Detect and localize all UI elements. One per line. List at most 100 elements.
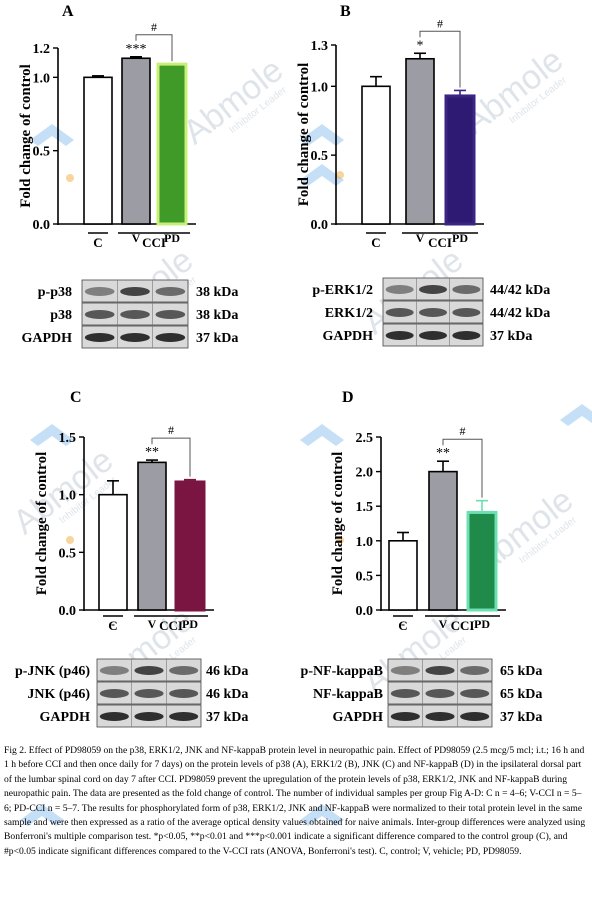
significance-bracket — [419, 30, 461, 88]
bar-V — [121, 57, 151, 225]
y-axis-label: Fold change of control — [330, 452, 346, 595]
significance-stars: ** — [436, 446, 450, 461]
blot-band — [134, 666, 164, 675]
watermark-mark — [20, 804, 64, 826]
blot-label: NF-kappaB — [313, 687, 383, 702]
bar-- — [83, 76, 113, 225]
blot-band — [169, 666, 199, 675]
y-axis-label: Fold change of control — [18, 64, 34, 207]
blot-label: ERK1/2 — [325, 306, 373, 321]
x-tick-label: PD — [164, 231, 180, 245]
bar-PD — [444, 94, 476, 226]
blot-band — [134, 689, 164, 698]
significance-stars: *** — [126, 42, 147, 57]
blot-kda: 46 kDa — [206, 664, 248, 679]
x-tick-label: PD — [182, 617, 198, 631]
x-tick-label: - — [96, 231, 100, 245]
blot-band — [419, 331, 447, 340]
blot-band — [99, 666, 129, 675]
y-tick-label: 2.5 — [356, 431, 374, 446]
bar-V — [137, 461, 167, 611]
x-tick-label: V — [416, 231, 425, 245]
blot-band — [452, 285, 481, 294]
x-tick-label: - — [374, 231, 378, 245]
watermark-mark — [300, 424, 344, 446]
blot-band — [385, 308, 414, 317]
blot-band — [425, 689, 455, 698]
blot-kda: 46 kDa — [206, 687, 248, 702]
y-tick-label: 1.0 — [59, 489, 77, 504]
watermark-mark — [30, 424, 74, 446]
blot-kda: 44/42 kDa — [490, 283, 550, 298]
blot-kda: 37 kDa — [490, 329, 532, 344]
blot-kda: 44/42 kDa — [490, 306, 550, 321]
x-tick-label: PD — [474, 617, 490, 631]
bar-PD — [156, 62, 188, 226]
bar-V — [405, 57, 435, 225]
y-tick-label: 1.3 — [311, 39, 329, 54]
watermark-mark — [30, 124, 74, 146]
y-tick-label: 0.5 — [33, 145, 51, 160]
blot-band — [120, 310, 150, 319]
blot-band — [84, 287, 115, 296]
x-tick-label: V — [439, 617, 448, 631]
significance-bracket — [135, 34, 173, 62]
blot-band — [134, 712, 164, 721]
blot-band — [452, 308, 481, 317]
watermark-dot — [66, 174, 74, 182]
x-tick-label: - — [401, 617, 405, 631]
x-tick-label: V — [148, 617, 157, 631]
group-label-cci: CCI — [142, 235, 166, 250]
blot-kda: 65 kDa — [500, 664, 542, 679]
chart-panel-a: A 0.0 0.5 1.0 1.2 Fold change of control - V ***… — [18, 3, 238, 349]
bar-- — [361, 85, 391, 225]
significance-bracket — [151, 437, 191, 477]
blot-band — [99, 712, 129, 721]
blot-band — [419, 308, 447, 317]
chart-panel-b: B 0.0 0.5 1.0 1.3 Fold change of control - V * PD… — [296, 3, 550, 347]
blot-label: GAPDH — [21, 331, 72, 346]
blot-band — [120, 333, 150, 342]
chart-panel-c: C 0.0 0.5 1.0 1.5 Fold change of control - V ** P… — [15, 389, 248, 728]
y-tick-label: 1.2 — [33, 42, 51, 57]
blot-band — [425, 666, 455, 675]
watermark-mark — [560, 404, 592, 426]
x-tick-label: - — [111, 617, 115, 631]
y-tick-label: 0.0 — [311, 218, 329, 233]
y-tick-label: 0.5 — [59, 546, 77, 561]
blot-band — [425, 712, 455, 721]
significance-hash: # — [437, 16, 443, 30]
blot-band — [390, 666, 420, 675]
watermark-dot — [336, 171, 344, 179]
group-label-c: C — [93, 235, 102, 250]
panel-letter: C — [70, 389, 82, 406]
blot-band — [99, 689, 129, 698]
blot-kda: 38 kDa — [196, 285, 238, 300]
blot-band — [155, 310, 186, 319]
blot-kda: 37 kDa — [206, 710, 248, 725]
y-tick-label: 0.5 — [356, 569, 374, 584]
blot-label: p-NF-kappaB — [301, 664, 383, 679]
x-tick-label: V — [132, 231, 141, 245]
significance-bracket — [442, 438, 483, 498]
blot-label: GAPDH — [39, 710, 90, 725]
panel-letter: B — [340, 3, 351, 20]
watermark-mark — [300, 164, 344, 186]
blot-band — [169, 689, 199, 698]
significance-hash: # — [460, 424, 466, 438]
blot-band — [155, 287, 186, 296]
group-label-cci: CCI — [428, 235, 452, 250]
blot-band — [460, 689, 490, 698]
significance-hash: # — [151, 20, 157, 34]
chart-panel-d: D 0.0 0.5 1.0 1.5 2.0 2.5 Fold change of contro… — [301, 389, 542, 728]
blot-label: JNK (p46) — [27, 687, 90, 702]
watermark-dot — [66, 536, 74, 544]
y-axis-label: Fold change of control — [296, 63, 312, 206]
group-label-cci: CCI — [159, 618, 183, 633]
significance-stars: * — [417, 38, 424, 53]
y-tick-label: 1.0 — [311, 80, 329, 95]
blot-label: p38 — [50, 308, 72, 323]
blot-label: p-JNK (p46) — [15, 664, 90, 679]
y-axis-label: Fold change of control — [34, 452, 50, 595]
